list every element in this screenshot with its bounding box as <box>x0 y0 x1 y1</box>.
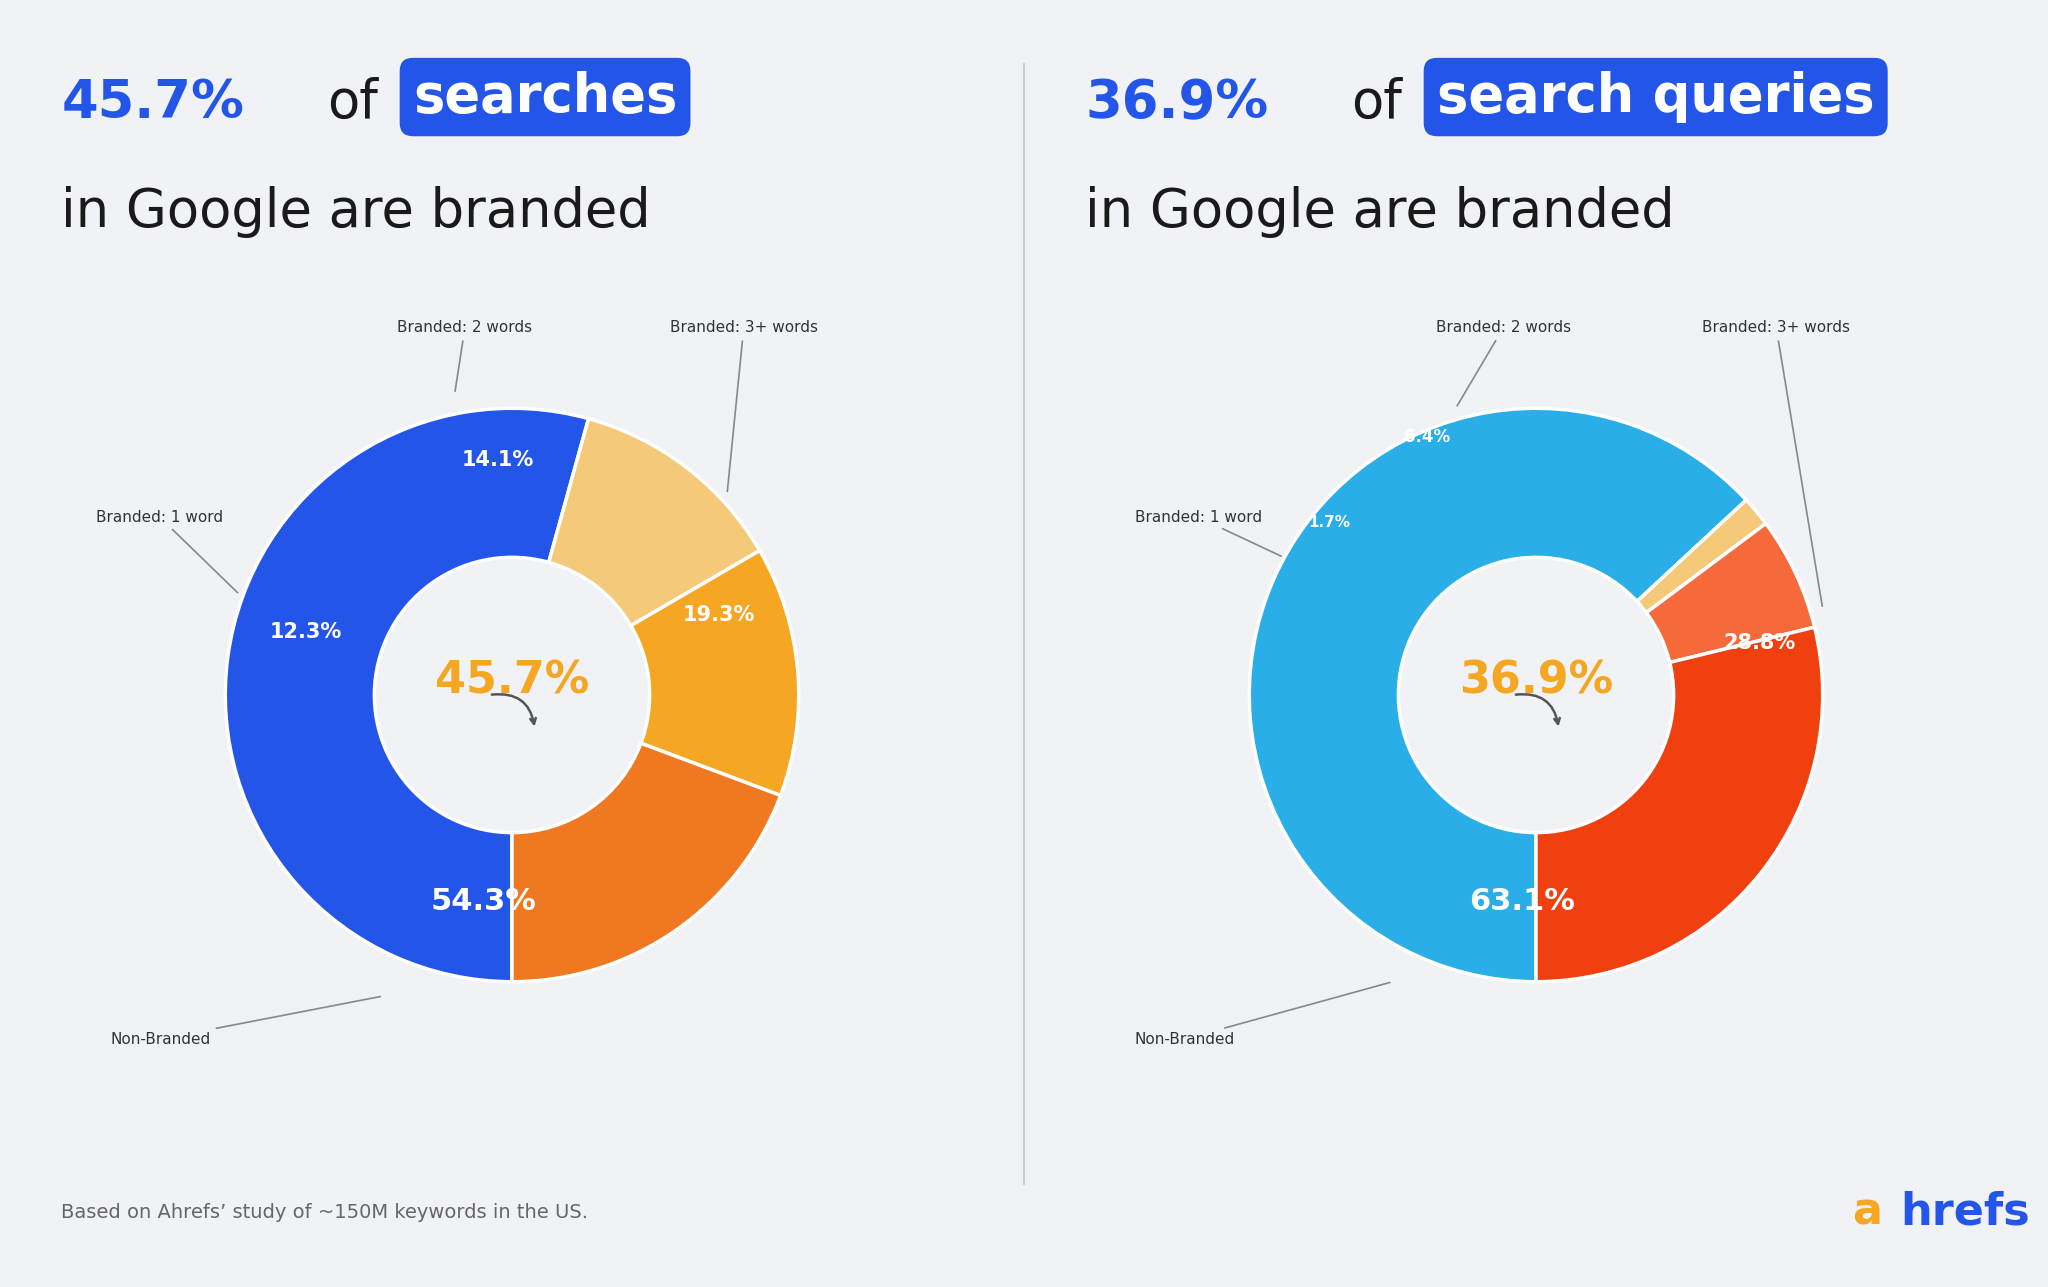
Text: of: of <box>328 77 379 129</box>
Text: Branded: 1 word: Branded: 1 word <box>96 510 238 593</box>
Text: 36.9%: 36.9% <box>1085 77 1268 129</box>
Text: Non-Branded: Non-Branded <box>1135 982 1391 1046</box>
Text: 6.4%: 6.4% <box>1405 429 1450 445</box>
Text: searches: searches <box>414 71 678 124</box>
Text: 36.9%: 36.9% <box>1458 659 1614 703</box>
Text: of: of <box>1352 77 1403 129</box>
Text: 1.7%: 1.7% <box>1309 516 1350 530</box>
Wedge shape <box>512 743 780 982</box>
Text: Branded: 1 word: Branded: 1 word <box>1135 510 1282 556</box>
Text: 14.1%: 14.1% <box>461 450 535 470</box>
Text: 45.7%: 45.7% <box>61 77 244 129</box>
Text: Branded: 2 words: Branded: 2 words <box>397 320 532 391</box>
Wedge shape <box>1536 627 1823 982</box>
Wedge shape <box>631 551 799 795</box>
Text: Non-Branded: Non-Branded <box>111 996 381 1046</box>
Wedge shape <box>549 418 760 625</box>
Text: Branded: 2 words: Branded: 2 words <box>1436 320 1571 405</box>
Text: 63.1%: 63.1% <box>1468 887 1575 916</box>
Text: 45.7%: 45.7% <box>434 659 590 703</box>
Text: Branded: 3+ words: Branded: 3+ words <box>670 320 817 492</box>
Text: search queries: search queries <box>1438 71 1874 124</box>
Wedge shape <box>1636 501 1765 613</box>
Text: 28.8%: 28.8% <box>1724 633 1796 654</box>
Text: in Google are branded: in Google are branded <box>1085 187 1675 238</box>
Text: 19.3%: 19.3% <box>682 605 754 624</box>
Text: 54.3%: 54.3% <box>430 887 537 916</box>
Text: hrefs: hrefs <box>1901 1190 2030 1234</box>
Wedge shape <box>225 408 588 982</box>
Text: Based on Ahrefs’ study of ~150M keywords in the US.: Based on Ahrefs’ study of ~150M keywords… <box>61 1203 588 1221</box>
Text: a: a <box>1851 1190 1882 1234</box>
Text: 12.3%: 12.3% <box>270 622 342 642</box>
Wedge shape <box>1647 524 1815 663</box>
Wedge shape <box>1249 408 1747 982</box>
Text: in Google are branded: in Google are branded <box>61 187 651 238</box>
Text: Branded: 3+ words: Branded: 3+ words <box>1702 320 1849 606</box>
